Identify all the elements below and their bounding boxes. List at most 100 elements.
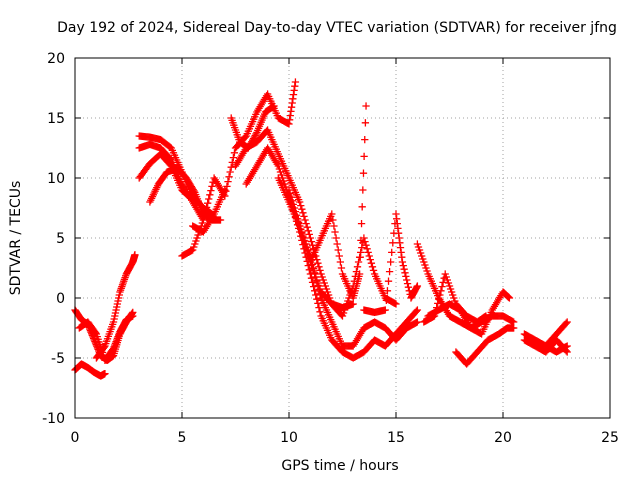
data-point	[334, 246, 342, 254]
data-point	[302, 243, 310, 252]
data-point	[101, 369, 109, 378]
data-point	[190, 243, 198, 251]
data-point	[223, 182, 231, 191]
data-point	[422, 264, 430, 272]
y-tick-label: 20	[47, 51, 65, 67]
data-point	[230, 149, 239, 157]
data-point	[563, 348, 571, 356]
data-point	[416, 249, 425, 257]
data-point	[436, 291, 444, 299]
data-point	[359, 169, 368, 177]
data-point	[384, 277, 393, 285]
data-point	[204, 199, 212, 207]
data-point	[364, 248, 372, 257]
data-point	[331, 228, 339, 236]
data-point	[361, 237, 369, 246]
data-point	[421, 261, 429, 269]
data-point	[189, 246, 197, 254]
data-point	[359, 186, 367, 194]
data-point	[300, 236, 308, 245]
data-point	[307, 274, 316, 282]
data-point	[349, 300, 357, 308]
data-point	[315, 303, 323, 312]
data-point	[129, 312, 137, 320]
series-arc-4	[92, 251, 139, 362]
series-arc-20	[424, 288, 514, 338]
data-point	[433, 303, 441, 312]
data-point	[563, 342, 571, 350]
data-point	[291, 78, 300, 86]
data-point	[441, 270, 449, 278]
data-point	[357, 236, 365, 245]
data-point	[312, 291, 320, 299]
data-point	[399, 261, 407, 270]
data-point	[311, 270, 319, 278]
data-point	[316, 266, 324, 275]
data-point	[366, 255, 374, 264]
data-point	[451, 297, 459, 305]
data-point	[387, 258, 395, 266]
data-point	[292, 211, 301, 219]
data-point	[285, 186, 293, 194]
data-point	[289, 200, 297, 209]
data-point	[388, 248, 396, 257]
series-arc-8	[146, 164, 225, 224]
series-arc-18	[360, 210, 422, 317]
data-point	[293, 215, 302, 223]
data-point	[335, 252, 343, 260]
data-point	[301, 240, 309, 248]
series-arc-25	[542, 318, 571, 350]
data-point	[330, 222, 338, 230]
data-point	[369, 266, 378, 275]
data-point	[131, 251, 139, 259]
data-point	[300, 212, 308, 221]
data-point	[317, 270, 325, 278]
x-tick-label: 25	[601, 430, 619, 446]
data-point	[224, 177, 232, 186]
data-point	[362, 241, 370, 249]
x-axis-label: GPS time / hours	[281, 458, 398, 474]
data-point	[442, 273, 450, 281]
data-point	[227, 163, 235, 171]
data-point	[354, 258, 363, 266]
data-point	[229, 153, 238, 162]
data-point	[305, 230, 313, 239]
data-point	[201, 207, 210, 216]
data-point	[383, 287, 392, 295]
data-point	[403, 279, 412, 288]
data-point	[412, 307, 420, 315]
data-point	[402, 272, 410, 281]
data-point	[418, 252, 426, 260]
data-point	[222, 187, 230, 195]
data-point	[322, 285, 331, 293]
axis-ticks: 0 5 10 15 20 25 -10 -5 0 5 10 15 20	[42, 51, 619, 446]
data-point	[336, 258, 345, 266]
data-point	[297, 201, 305, 210]
data-point	[413, 306, 422, 314]
chart-title: Day 192 of 2024, Sidereal Day-to-day VTE…	[57, 20, 617, 36]
data-point	[306, 234, 315, 242]
data-point	[385, 267, 394, 276]
data-point	[382, 296, 391, 305]
data-point	[274, 162, 282, 170]
data-point	[208, 182, 216, 191]
data-point	[312, 273, 320, 281]
grid	[75, 58, 610, 418]
data-point	[226, 168, 234, 176]
data-point	[344, 297, 352, 305]
data-point	[199, 216, 208, 224]
data-point	[437, 287, 445, 295]
data-point	[200, 212, 209, 220]
series-arc-17	[306, 102, 370, 302]
data-point	[321, 282, 330, 290]
y-axis-label: SDTVAR / TECUs	[8, 181, 24, 296]
data-point	[307, 237, 316, 246]
data-point	[430, 312, 439, 320]
data-point	[363, 245, 371, 253]
x-tick-label: 5	[178, 430, 187, 446]
data-point	[299, 233, 307, 241]
data-point	[431, 308, 440, 316]
series-arc-10	[189, 186, 229, 236]
data-point	[450, 294, 458, 302]
data-point	[275, 165, 284, 173]
